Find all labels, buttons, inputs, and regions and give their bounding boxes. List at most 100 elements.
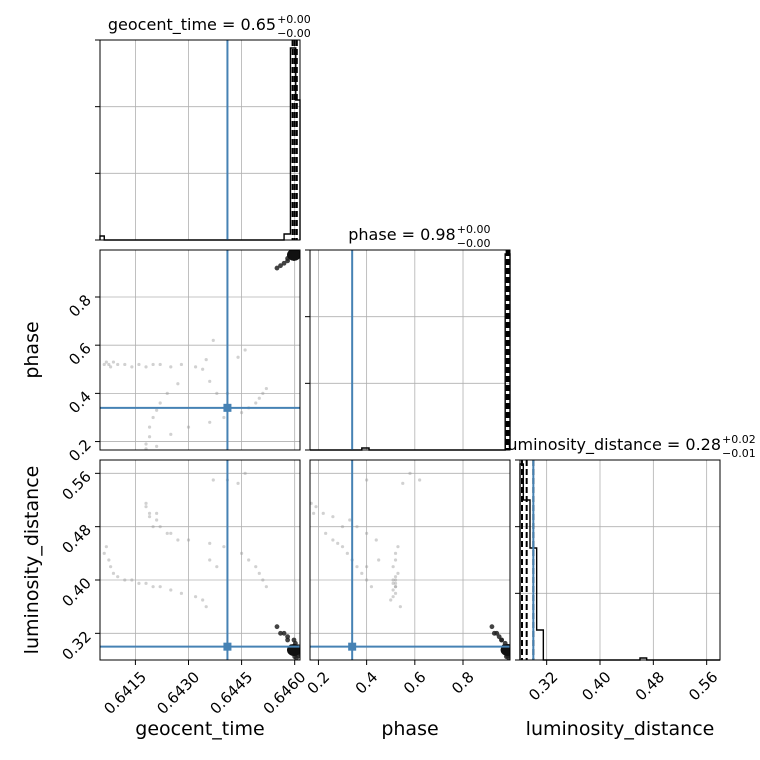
sample-point — [261, 578, 265, 582]
sample-point — [340, 525, 345, 529]
sample-point — [116, 575, 120, 579]
sample-point — [193, 595, 198, 599]
sample-point — [158, 525, 162, 529]
sample-point — [222, 545, 226, 549]
scatter-panel-phase-vs-geocent_time — [100, 250, 300, 450]
sample-point — [281, 630, 287, 636]
panel-title-minus-geocent_time: −0.00 — [277, 27, 311, 40]
sample-point — [155, 408, 159, 412]
sample-point — [169, 588, 173, 592]
sample-point — [369, 585, 374, 589]
sample-point — [144, 581, 148, 585]
grid-lines — [100, 40, 720, 660]
posterior-peak-cluster — [286, 250, 300, 261]
sample-point — [208, 558, 212, 562]
sample-point — [312, 511, 316, 515]
sample-point — [348, 518, 352, 522]
sample-point — [243, 471, 247, 475]
xtick-label-phase-3: 0.8 — [448, 668, 478, 698]
xtick-label-phase-0: 0.2 — [304, 668, 334, 698]
sample-point — [418, 478, 422, 482]
sample-point — [365, 531, 369, 535]
xtick-label-geocent_time-0: 0.6415 — [100, 668, 150, 718]
yaxis-label-phase: phase — [21, 321, 43, 378]
sample-point — [355, 565, 359, 569]
sample-point — [389, 598, 393, 602]
truth-marker-phase-vs-geocent_time — [223, 403, 232, 412]
sample-point — [165, 391, 169, 395]
scatter-frame-luminosity_distance-vs-geocent_time — [99, 459, 301, 661]
sample-point — [169, 365, 173, 369]
sample-point — [377, 558, 381, 562]
samples-phase-vs-geocent_time — [102, 250, 300, 450]
sample-point — [324, 531, 328, 535]
sample-point — [144, 365, 148, 369]
sample-point — [391, 578, 395, 582]
sample-point — [391, 581, 395, 585]
sample-point — [393, 585, 398, 589]
sample-point — [211, 338, 215, 342]
sample-point — [278, 630, 283, 636]
samples-luminosity_distance-vs-phase — [310, 471, 510, 660]
sample-point — [331, 515, 335, 519]
sample-point — [179, 362, 184, 367]
hist-panel-geocent_time — [100, 40, 300, 240]
xtick-label-luminosity_distance-1: 0.40 — [578, 668, 614, 704]
xaxis-label-phase: phase — [381, 718, 438, 740]
sample-point — [147, 435, 152, 439]
sample-point — [285, 637, 291, 643]
ytick-label-phase-3: 0.8 — [65, 291, 95, 321]
sample-point — [147, 511, 152, 515]
sample-point — [130, 578, 134, 582]
sample-point — [274, 624, 280, 630]
panel-title-plus-phase: +0.00 — [457, 223, 491, 236]
sample-point — [494, 630, 500, 636]
sample-point — [239, 551, 244, 555]
sample-point — [396, 545, 400, 549]
tick-marks — [95, 39, 708, 665]
sample-point — [155, 444, 159, 448]
scatter-frame-luminosity_distance-vs-phase — [309, 459, 511, 661]
hist-frame-geocent_time — [99, 39, 301, 241]
sample-point — [109, 365, 113, 369]
sample-point — [340, 545, 345, 549]
sample-point — [109, 565, 113, 569]
sample-point — [186, 538, 191, 542]
sample-point — [147, 425, 152, 429]
sample-point — [396, 571, 400, 575]
sample-point — [155, 511, 159, 515]
sample-point — [408, 471, 412, 475]
sample-point — [314, 505, 318, 509]
truth-marker-luminosity_distance-vs-geocent_time — [223, 642, 232, 651]
sample-point — [193, 365, 198, 369]
sample-point — [130, 365, 134, 369]
sample-point — [215, 391, 219, 395]
scatter-panel-luminosity_distance-vs-geocent_time — [100, 460, 300, 660]
histogram-luminosity_distance — [519, 463, 720, 661]
sample-point — [204, 358, 208, 362]
sample-point — [278, 263, 283, 269]
sample-point — [208, 379, 212, 383]
sample-point — [123, 362, 127, 367]
ytick-label-luminosity_distance-2: 0.48 — [58, 521, 94, 557]
sample-point — [222, 415, 226, 420]
sample-point — [123, 578, 127, 582]
sample-point — [208, 420, 212, 424]
sample-point — [201, 367, 205, 371]
sample-point — [393, 558, 398, 562]
ytick-label-phase-1: 0.4 — [65, 387, 95, 417]
xtick-label-luminosity_distance-2: 0.48 — [632, 668, 668, 704]
sample-point — [215, 565, 219, 569]
sample-point — [144, 447, 148, 450]
sample-point — [169, 432, 173, 436]
panel-title-phase: phase = 0.98 — [348, 225, 455, 244]
sample-point — [393, 591, 398, 595]
sample-point — [111, 571, 116, 575]
scatter-frame-phase-vs-geocent_time — [99, 249, 301, 451]
xaxis-label-geocent_time: geocent_time — [135, 718, 264, 740]
sample-point — [360, 571, 364, 575]
sample-point — [211, 478, 215, 482]
hist-panel-phase — [310, 250, 510, 450]
xaxis-label-luminosity_distance: luminosity_distance — [526, 718, 715, 740]
ytick-label-phase-0: 0.2 — [65, 436, 95, 466]
